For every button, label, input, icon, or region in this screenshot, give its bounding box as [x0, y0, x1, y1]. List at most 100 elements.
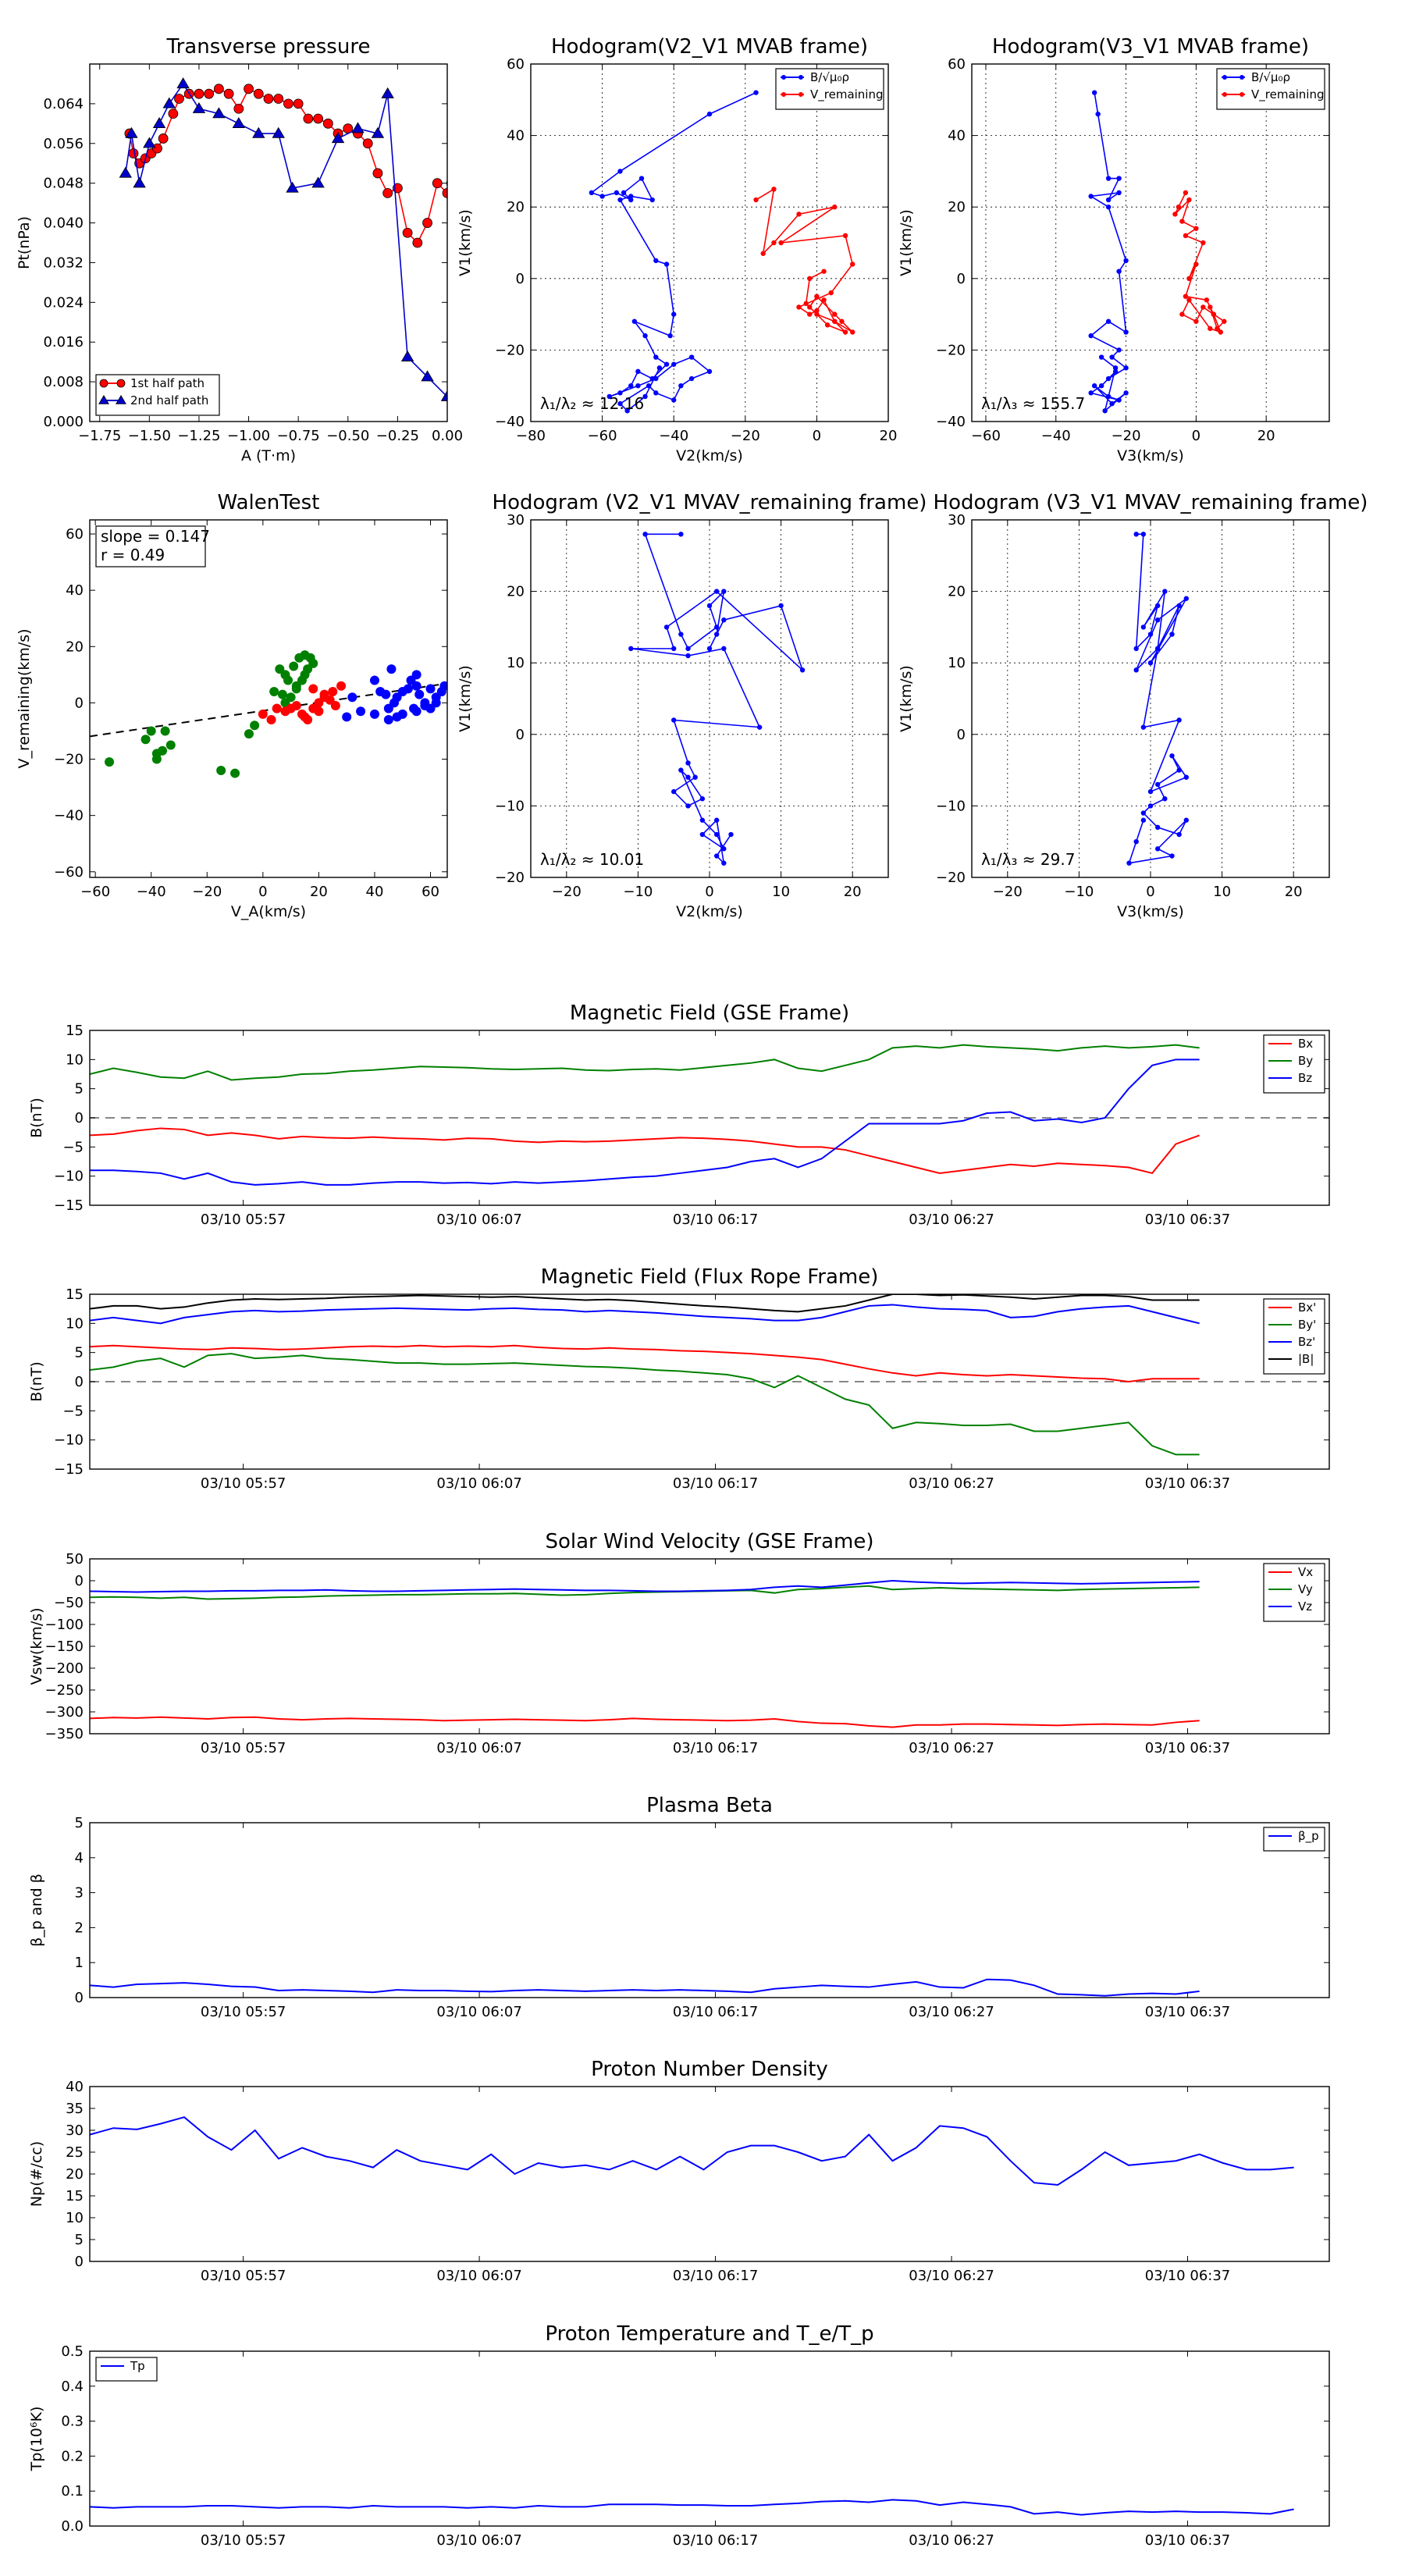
- series-point: [1133, 839, 1139, 845]
- y-tick-label: 0: [75, 1110, 84, 1126]
- h1-title: Hodogram(V2_V1 MVAB frame): [551, 35, 868, 59]
- y-tick-label: 0.4: [61, 2379, 84, 2395]
- b--point: [1123, 390, 1129, 396]
- x-tick-label: 03/10 05:57: [201, 2268, 286, 2284]
- y-tick-label: −250: [45, 1682, 84, 1699]
- v-remaining-point: [753, 197, 759, 203]
- plot-frame: [971, 519, 1330, 878]
- 2nd-half-path-point: [143, 137, 156, 148]
- v-remaining-point: [832, 205, 838, 210]
- plot-frame: [971, 63, 1330, 422]
- plot-frame: [89, 519, 448, 878]
- red-point: [328, 686, 338, 696]
- b--point: [599, 194, 605, 199]
- v-remaining-point: [1186, 197, 1192, 203]
- series-point: [699, 817, 706, 823]
- series-point: [685, 646, 691, 652]
- v-remaining-point: [807, 311, 813, 317]
- b--point: [617, 169, 623, 174]
- v-remaining-point: [1208, 326, 1213, 332]
- legend-label: Bx': [1298, 1300, 1316, 1315]
- ts2-chart: Magnetic Field (Flux Rope Frame) 03/10 05…: [28, 1265, 1330, 1492]
- v-remaining-point: [850, 329, 855, 335]
- v-remaining-point: [778, 240, 784, 246]
- series-point: [1162, 589, 1168, 594]
- b--point: [1109, 354, 1115, 360]
- ts5-title: Proton Number Density: [591, 2058, 828, 2081]
- ts1-title: Magnetic Field (GSE Frame): [570, 1002, 849, 1025]
- blue-point: [403, 684, 413, 694]
- b--point: [1123, 258, 1129, 264]
- 1st-half-path-point: [446, 180, 447, 187]
- ts6-data: [90, 2499, 1294, 2516]
- y-tick-label: 0.016: [43, 334, 84, 350]
- 1st-half-path-point: [273, 94, 284, 104]
- v-remaining-point: [1183, 294, 1189, 299]
- x-tick-label: 03/10 06:37: [1145, 1740, 1230, 1756]
- x-tick-label: 03/10 06:27: [909, 1212, 994, 1228]
- v-remaining-point: [1215, 326, 1220, 332]
- x-tick-label: −0.50: [326, 428, 369, 444]
- b--point: [1116, 397, 1122, 403]
- 2nd-half-path-point: [133, 176, 146, 188]
- red-point: [297, 709, 307, 719]
- b--point: [1112, 365, 1119, 371]
- v-remaining-point: [760, 251, 766, 256]
- y-tick-label: 25: [66, 2144, 84, 2161]
- x-tick-label: 60: [422, 884, 439, 900]
- ts5-ylabel: Np(#/cc): [28, 2141, 45, 2207]
- plot-frame: [89, 2086, 1330, 2262]
- y-tick-label: −5: [62, 1403, 84, 1419]
- h2-chart: Hodogram(V3_V1 MVAB frame) −60 −40 −20 0 20 −4…: [898, 35, 1330, 464]
- legend-label: Vz: [1298, 1599, 1312, 1614]
- y-tick-label: −10: [54, 1169, 84, 1185]
- y-tick-label: 10: [66, 1051, 84, 1068]
- 1st-half-path-point: [263, 94, 274, 104]
- 2nd-half-path-point: [119, 166, 132, 178]
- v-remaining-point: [1186, 297, 1192, 303]
- v-remaining-point: [821, 297, 827, 303]
- series-point: [721, 846, 727, 852]
- v-remaining-point: [1179, 311, 1185, 317]
- series-point: [1140, 532, 1147, 537]
- 2nd-half-path-point: [232, 117, 246, 128]
- slope-text: slope = 0.147: [101, 527, 210, 546]
- v-remaining-point: [842, 233, 848, 239]
- bx-line: [90, 1127, 1200, 1175]
- legend-marker: [781, 92, 786, 97]
- stats-box: [95, 525, 206, 568]
- v-remaining-point: [814, 308, 820, 314]
- b--point: [1088, 333, 1094, 339]
- v-remaining-point: [1193, 318, 1199, 324]
- x-tick-label: 03/10 06:07: [436, 2532, 521, 2549]
- pt-data: [119, 77, 447, 401]
- x-tick-label: −60: [971, 428, 1001, 444]
- green-point: [300, 650, 310, 660]
- x-tick-label: 20: [1285, 884, 1303, 900]
- legend-label: V_remaining: [1251, 87, 1325, 102]
- b--point: [642, 393, 648, 400]
- ts1-chart: Magnetic Field (GSE Frame) 03/10 05:57 03/…: [28, 1002, 1330, 1228]
- 2nd-half-path-point: [252, 126, 265, 138]
- h2-ylabel: V1(km/s): [898, 209, 915, 276]
- series-point: [1162, 796, 1168, 802]
- b--point: [1116, 176, 1122, 181]
- series-point: [1169, 632, 1175, 637]
- series-point: [721, 617, 727, 623]
- green-point: [158, 745, 168, 756]
- h3-data: [628, 532, 806, 866]
- ts2-title: Magnetic Field (Flux Rope Frame): [541, 1265, 879, 1289]
- x-tick-label: 03/10 06:27: [909, 2004, 994, 2020]
- plot-frame: [89, 1822, 1330, 1998]
- x-tick-label: −20: [192, 884, 222, 900]
- series-point: [1154, 617, 1161, 623]
- b--point: [706, 368, 713, 375]
- legend-label: Bz: [1298, 1071, 1312, 1085]
- y-tick-label: 35: [66, 2101, 84, 2117]
- series-point: [713, 817, 720, 823]
- y-tick-label: −20: [495, 870, 525, 886]
- y-tick-label: −20: [495, 342, 525, 358]
- v-remaining-point: [796, 212, 802, 217]
- b--point: [617, 400, 623, 407]
- b--point: [617, 197, 623, 203]
